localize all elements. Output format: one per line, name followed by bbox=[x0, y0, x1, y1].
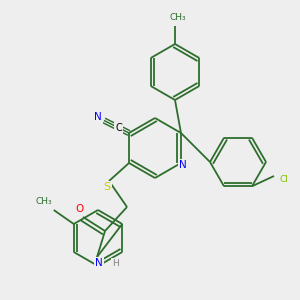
Text: CH₃: CH₃ bbox=[35, 197, 52, 206]
Text: O: O bbox=[75, 204, 83, 214]
Text: CH₃: CH₃ bbox=[170, 14, 186, 22]
Text: S: S bbox=[103, 182, 111, 192]
Text: H: H bbox=[112, 259, 118, 268]
Text: Cl: Cl bbox=[280, 176, 288, 184]
Text: N: N bbox=[94, 112, 102, 122]
Text: N: N bbox=[95, 258, 103, 268]
Text: N: N bbox=[179, 160, 187, 170]
Text: C: C bbox=[115, 123, 122, 133]
